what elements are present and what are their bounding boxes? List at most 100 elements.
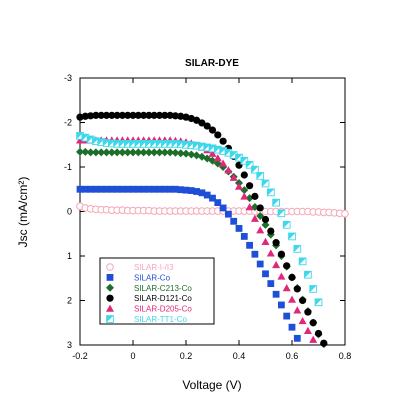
legend-label: SILAR-TT1-Co [134, 315, 187, 324]
data-point [225, 210, 232, 218]
data-point-fill [161, 140, 169, 148]
data-point [193, 188, 200, 195]
data-point [87, 112, 95, 120]
data-point [91, 148, 100, 157]
data-point [256, 260, 264, 268]
y-tick-label: 0 [67, 207, 72, 217]
data-point [172, 185, 179, 193]
legend-marker [106, 274, 114, 281]
data-point [107, 148, 116, 157]
data-point-fill [288, 233, 296, 240]
data-point [102, 111, 111, 119]
data-point [240, 192, 249, 200]
data-point [240, 233, 248, 240]
x-axis-label: Voltage (V) [182, 378, 241, 392]
data-point [261, 220, 270, 229]
data-point [145, 185, 153, 193]
data-point [229, 173, 238, 181]
data-point-fill [150, 140, 158, 148]
data-point [129, 148, 137, 157]
data-point-fill [246, 161, 253, 169]
data-point-fill [124, 140, 132, 148]
data-point [219, 137, 227, 145]
data-point [341, 209, 349, 218]
y-tick-label: 2 [67, 296, 72, 306]
y-tick-label: -3 [64, 73, 72, 83]
data-point [155, 148, 164, 157]
data-point [129, 111, 137, 119]
legend-box [99, 257, 215, 325]
data-point [92, 111, 100, 119]
legend-marker [106, 263, 114, 271]
data-point [309, 319, 317, 327]
data-point [86, 148, 95, 157]
x-tick-label: -0.2 [72, 351, 88, 361]
data-point [272, 290, 280, 298]
data-point [177, 186, 185, 194]
data-point [203, 191, 211, 199]
data-point [103, 185, 110, 193]
data-point [293, 306, 302, 314]
data-point [161, 185, 169, 193]
data-point [283, 262, 291, 270]
data-point [298, 316, 307, 325]
data-point [262, 270, 269, 278]
data-point [124, 111, 132, 119]
data-point [81, 147, 90, 156]
data-point [108, 111, 116, 119]
data-point-fill [134, 140, 142, 148]
data-point [134, 185, 142, 193]
data-point-fill [230, 151, 238, 159]
data-point [224, 166, 233, 174]
y-axis-label: Jsc (mA/cm²) [16, 177, 30, 248]
data-point-fill [145, 140, 153, 148]
data-point [140, 185, 147, 193]
data-point [272, 239, 280, 247]
data-point [118, 148, 127, 157]
data-point [219, 159, 228, 167]
data-point [198, 119, 206, 127]
legend-label: SILAR-I-/I3 [134, 263, 174, 272]
data-point [81, 112, 89, 120]
x-tick-label: 0 [130, 351, 135, 361]
data-point [119, 185, 126, 193]
data-point [129, 185, 137, 193]
data-point [76, 147, 84, 156]
data-point [277, 250, 285, 258]
legend-label: SILAR-D205-Co [134, 305, 192, 314]
data-point [304, 308, 312, 316]
data-point [208, 126, 217, 134]
legend-marker [106, 294, 114, 302]
data-point [214, 131, 222, 139]
data-point [230, 217, 238, 225]
data-point [97, 185, 105, 193]
data-point [261, 215, 270, 224]
data-point-fill [235, 154, 243, 162]
data-point-fill [262, 180, 269, 187]
data-points [76, 111, 349, 349]
y-tick-label: 3 [67, 340, 72, 350]
data-point [240, 186, 249, 195]
data-point [293, 285, 301, 293]
y-tick-label: -1 [64, 162, 72, 172]
series-3 [76, 111, 328, 347]
data-point [256, 204, 264, 212]
series-1 [76, 185, 301, 342]
data-point [113, 111, 121, 119]
data-point [288, 273, 296, 281]
data-point [240, 171, 248, 179]
legend-label: SILAR-C213-Co [134, 284, 192, 293]
data-point [156, 185, 163, 193]
data-point [182, 186, 190, 194]
data-point [266, 249, 275, 257]
data-point-fill [256, 172, 264, 180]
data-point [177, 112, 185, 120]
data-point-fill [140, 140, 147, 148]
data-point [209, 194, 216, 202]
data-point [256, 226, 265, 234]
data-point [113, 185, 121, 193]
data-point [171, 112, 179, 120]
data-point [235, 225, 243, 232]
data-point-fill [272, 199, 280, 206]
